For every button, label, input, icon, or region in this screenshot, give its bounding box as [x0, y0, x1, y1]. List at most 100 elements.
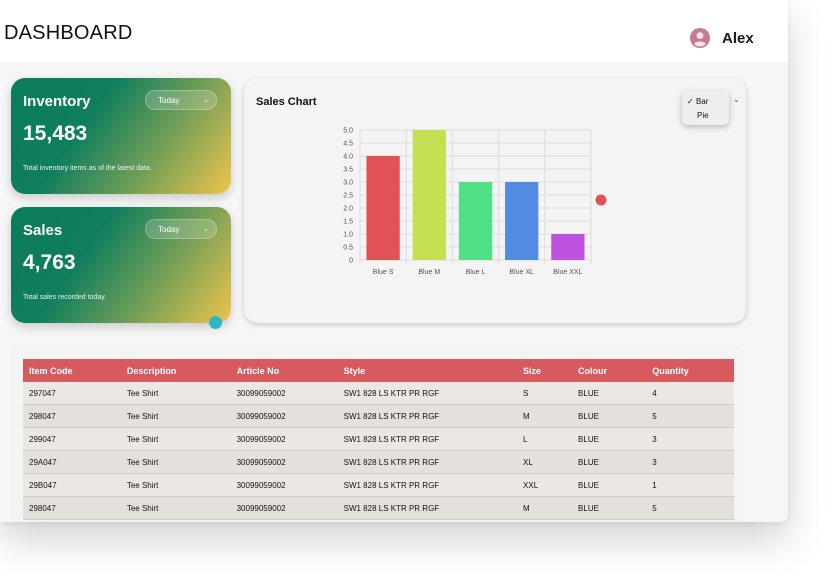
- sales-bar-chart: 0 0.5 1.0 1.5 2.0 2.5 3.0 3.5 4.0 4.5 5.0 Blue S Blu…: [343, 128, 607, 276]
- y-tick-label: 1.5: [343, 219, 353, 226]
- table-row[interactable]: 298047 Tee Shirt 30099059002 SW1 828 LS KTR…: [23, 496, 734, 520]
- table-cell: XXL: [517, 473, 573, 497]
- chart-type-option-bar[interactable]: ✓ Bar: [687, 97, 708, 106]
- table-cell: BLUE: [572, 496, 647, 520]
- bar-blue-m[interactable]: [412, 130, 446, 260]
- table-row[interactable]: 29A047 Tee Shirt 30099059002 SW1 828 LS KTR…: [23, 450, 734, 474]
- table-cell: 29B047: [23, 473, 121, 497]
- chart-type-option-bar-label: Bar: [695, 97, 709, 106]
- table-cell: BLUE: [572, 382, 647, 405]
- table-cell: M: [517, 404, 573, 428]
- y-tick-label: 3.0: [343, 180, 353, 187]
- table-cell: 299047: [23, 427, 121, 451]
- checkmark-icon: ✓: [687, 97, 694, 106]
- inventory-period-value: Today: [158, 95, 180, 105]
- chart-type-option-pie[interactable]: Pie: [697, 111, 709, 120]
- user-avatar-icon[interactable]: [690, 28, 710, 48]
- sales-card: Sales Today ⌄ 4,763 Total sales recorded…: [11, 207, 231, 323]
- user-name: Alex: [722, 29, 754, 47]
- y-tick-label: 1.0: [343, 232, 353, 239]
- x-tick-label: Blue L: [466, 269, 486, 276]
- table-cell: L: [517, 427, 573, 451]
- table-cell: Tee Shirt: [120, 382, 231, 405]
- table-cell: 5: [646, 404, 734, 428]
- table-cell: 29A047: [23, 450, 121, 474]
- bar-blue-s[interactable]: [366, 156, 400, 260]
- table-row[interactable]: 297047 Tee Shirt 30099059002 SW1 828 LS KTR…: [23, 382, 734, 405]
- table-row[interactable]: 299047 Tee Shirt 30099059002 SW1 828 LS KTR…: [23, 427, 734, 451]
- sales-period-select[interactable]: Today ⌄: [145, 219, 217, 239]
- column-header[interactable]: Size: [517, 359, 573, 382]
- table-cell: 30099059002: [230, 450, 338, 474]
- table-cell: BLUE: [572, 473, 647, 497]
- inventory-period-select[interactable]: Today ⌄: [145, 90, 217, 110]
- sales-chart-card: Sales Chart 0 0.5 1.0 1.5 2.0 2.5 3.0 3.5 4.0 4.5…: [244, 78, 746, 323]
- table-cell: M: [517, 496, 573, 520]
- x-tick-label: Blue XXL: [553, 269, 582, 276]
- chevron-down-icon: ⌄: [203, 97, 209, 104]
- table-cell: Tee Shirt: [120, 496, 231, 520]
- table-cell: 3: [646, 450, 734, 474]
- table-cell: 1: [646, 473, 734, 497]
- table-cell: SW1 828 LS KTR PR RGF: [337, 450, 518, 474]
- chevron-down-icon: ⌄: [733, 95, 740, 104]
- x-tick-label: Blue XL: [509, 269, 534, 276]
- x-tick-label: Blue S: [373, 269, 394, 276]
- table-cell: 30099059002: [230, 404, 338, 428]
- column-header[interactable]: Description: [120, 359, 231, 382]
- y-tick-label: 4.0: [343, 154, 353, 161]
- sales-description: Total sales recorded today.: [23, 294, 107, 301]
- sales-value: 4,763: [23, 251, 76, 274]
- chevron-down-icon: ⌄: [203, 226, 209, 233]
- inventory-table: Item Code Description Article No Style Size C…: [23, 359, 734, 520]
- table-cell: 30099059002: [230, 382, 338, 405]
- chart-type-dropdown[interactable]: ✓ Bar Pie ⌄: [682, 91, 740, 125]
- column-header[interactable]: Item Code: [23, 359, 121, 382]
- table-cell: 30099059002: [230, 496, 338, 520]
- table-cell: SW1 828 LS KTR PR RGF: [337, 404, 518, 428]
- teal-dot-indicator: [209, 316, 222, 329]
- y-tick-label: 4.5: [343, 141, 353, 148]
- table-cell: SW1 828 LS KTR PR RGF: [337, 427, 518, 451]
- y-tick-label: 2.0: [343, 206, 353, 213]
- x-tick-label: Blue M: [418, 269, 440, 276]
- table-cell: SW1 828 LS KTR PR RGF: [337, 473, 518, 497]
- bar-blue-xl[interactable]: [505, 182, 539, 260]
- table-header-row: Item Code Description Article No Style Size C…: [23, 359, 734, 382]
- bar-blue-l[interactable]: [458, 182, 493, 260]
- table-body: 297047 Tee Shirt 30099059002 SW1 828 LS KTR…: [23, 382, 734, 520]
- legend-marker[interactable]: [595, 194, 607, 206]
- table-cell: SW1 828 LS KTR PR RGF: [337, 382, 518, 405]
- column-header[interactable]: Style: [337, 359, 518, 382]
- table-cell: BLUE: [572, 404, 647, 428]
- sales-card-title: Sales: [23, 222, 63, 239]
- inventory-card: Inventory Today ⌄ 15,483 Total inventory…: [11, 78, 231, 194]
- user-menu[interactable]: Alex: [690, 28, 754, 48]
- column-header[interactable]: Colour: [572, 359, 647, 382]
- table-cell: XL: [517, 450, 573, 474]
- inventory-value: 15,483: [23, 122, 88, 145]
- table-cell: 5: [646, 496, 734, 520]
- sales-chart-title: Sales Chart: [256, 96, 317, 108]
- inventory-description: Total inventory items as of the latest d…: [23, 165, 152, 172]
- y-tick-label: 2.5: [343, 193, 353, 200]
- table-row[interactable]: 298047 Tee Shirt 30099059002 SW1 828 LS KTR…: [23, 404, 734, 428]
- y-tick-label: 5.0: [343, 128, 353, 135]
- y-tick-label: 3.5: [343, 167, 353, 174]
- table-cell: 298047: [23, 496, 121, 520]
- table-row[interactable]: 29B047 Tee Shirt 30099059002 SW1 828 LS KTR…: [23, 473, 734, 497]
- table-cell: 3: [646, 427, 734, 451]
- inventory-card-title: Inventory: [23, 93, 91, 110]
- table-cell: Tee Shirt: [120, 427, 231, 451]
- bar-blue-xxl[interactable]: [551, 234, 585, 260]
- column-header[interactable]: Article No: [230, 359, 338, 382]
- table-cell: Tee Shirt: [120, 473, 231, 497]
- y-tick-label: 0.5: [343, 245, 353, 252]
- table-cell: 4: [646, 382, 734, 405]
- y-tick-label: 0: [349, 258, 353, 265]
- top-bar: DASHBOARD Alex: [0, 0, 788, 62]
- page-title: DASHBOARD: [4, 22, 133, 44]
- dashboard-window: DASHBOARD Alex Inventory Today ⌄ 15,483 …: [0, 0, 788, 520]
- table-cell: 30099059002: [230, 427, 338, 451]
- column-header[interactable]: Quantity: [646, 359, 734, 382]
